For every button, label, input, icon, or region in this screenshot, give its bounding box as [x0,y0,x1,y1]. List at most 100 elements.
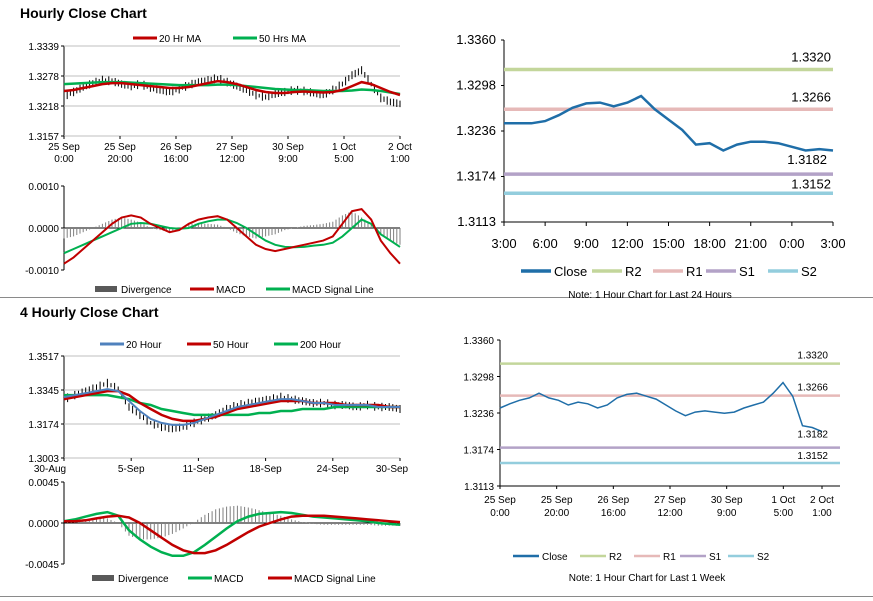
hourly-price-x-tick-label: 1 Oct [332,142,356,153]
hourly-price-x-tick-label: 25 Sep [104,142,136,153]
weekly-levels-y-tick: 1.3298 [463,373,494,384]
four-hourly-price-y-tick: 1.3517 [28,352,59,363]
hourly-levels-x-tick-label: 15:00 [652,236,685,251]
hourly-price-x-tick-label: 12:00 [219,154,244,165]
four-hourly-macd-y-tick: -0.0045 [25,560,59,571]
hourly-levels-x-tick-label: 21:00 [734,236,767,251]
hourly-macd-signal-line [63,218,401,255]
four-hourly-x-tick-label: 18-Sep [249,464,282,475]
hourly-price-x-tick-label: 30 Sep [272,142,304,153]
weekly-levels-note: Note: 1 Hour Chart for Last 1 Week [569,573,727,584]
hourly-levels-x-tick-label: 12:00 [611,236,644,251]
hourly-levels-legend-label: S2 [801,264,817,279]
hourly-20hr-ma-legend-label: 20 Hr MA [159,34,202,45]
four-hourly-macd-y-tick: 0.0045 [28,478,59,489]
weekly-levels-x-tick-label: 0:00 [490,508,510,519]
hourly-levels-x-tick-label: 9:00 [574,236,599,251]
hourly-price-x-tick-label: 20:00 [107,154,132,165]
hourly-levels-y-tick: 1.3360 [456,32,496,47]
weekly-levels-legend-label: R2 [609,552,622,563]
four-hourly-x-tick-label: 24-Sep [317,464,350,475]
hourly-50hrs-ma-legend-label: 50 Hrs MA [259,34,307,45]
weekly-levels-y-tick: 1.3236 [463,409,494,420]
hourly-levels-x-tick-label: 3:00 [491,236,516,251]
four-hourly-x-tick-label: 5-Sep [118,464,145,475]
hourly-levels-y-tick: 1.3113 [457,214,496,229]
hourly-levels-y-tick: 1.3236 [456,123,496,138]
weekly-levels-x-tick-label: 26 Sep [597,495,629,506]
four-hourly-macd-divergence-legend-label: Divergence [118,574,169,585]
hourly-levels-y-tick: 1.3174 [456,169,496,184]
four-hourly-50h-legend-label: 50 Hour [213,340,249,351]
weekly-levels-x-tick-label: 1 Oct [771,495,795,506]
four-hourly-20h-line [63,388,400,426]
hourly-price-x-tick-label: 9:00 [278,154,298,165]
hourly-price-x-tick-label: 16:00 [163,154,188,165]
weekly-level-r1-label: 1.3266 [797,383,828,394]
hourly-levels-x-tick-label: 3:00 [820,236,845,251]
hourly-levels-close-line [504,94,834,152]
four-hourly-macd-line [63,510,401,558]
four-hourly-macd-signal-legend-label: MACD Signal Line [294,574,376,585]
hourly-macd-y-tick: 0.0000 [28,224,59,235]
weekly-levels-y-tick: 1.3113 [464,482,494,493]
hourly-levels-legend-label: R2 [625,264,642,279]
hourly-price-x-tick-label: 25 Sep [48,142,80,153]
weekly-levels-x-tick-label: 16:00 [601,508,626,519]
weekly-levels-x-tick-label: 5:00 [774,508,794,519]
four-hourly-macd-signal-line [64,514,401,555]
section-divider [0,297,873,298]
four-hourly-price-y-tick: 1.3003 [28,454,59,465]
weekly-levels-x-tick-label: 25 Sep [484,495,516,506]
hourly-price-y-tick: 1.3157 [28,132,59,143]
hourly-levels-note: Note: 1 Hour Chart for Last 24 Hours [568,290,731,301]
weekly-levels-y-tick: 1.3360 [463,336,494,347]
weekly-levels-x-tick-label: 20:00 [544,508,569,519]
weekly-levels-legend-label: Close [542,552,568,563]
weekly-levels-y-tick: 1.3174 [463,446,494,457]
hourly-price-y-tick: 1.3339 [28,42,59,53]
weekly-levels-x-tick-label: 2 Oct [810,495,834,506]
four-hourly-x-tick-label: 30-Aug [34,464,66,475]
hourly-level-r2-label: 1.3320 [791,49,831,64]
hourly-levels-legend-label: S1 [739,264,755,279]
weekly-levels-x-tick-label: 30 Sep [711,495,743,506]
four-hourly-section-title: 4 Hourly Close Chart [20,304,159,320]
hourly-section-title: Hourly Close Chart [20,5,147,21]
hourly-level-s1-label: 1.3182 [787,152,827,167]
hourly-macd-divergence-legend-label: Divergence [121,285,172,296]
four-hourly-20h-legend-label: 20 Hour [126,340,162,351]
hourly-price-x-tick-label: 27 Sep [216,142,248,153]
hourly-levels-legend-label: Close [554,264,587,279]
weekly-level-r2-label: 1.3320 [797,351,828,362]
four-hourly-x-tick-label: 11-Sep [183,464,215,475]
hourly-levels-x-tick-label: 0:00 [779,236,804,251]
hourly-price-x-tick-label: 5:00 [334,154,354,165]
weekly-levels-legend-label: S2 [757,552,770,563]
four-hourly-200h-line [64,393,400,417]
hourly-price-x-tick-label: 2 Oct [388,142,412,153]
hourly-macd-y-tick: 0.0010 [28,182,59,193]
hourly-macd-y-tick: -0.0010 [25,266,59,277]
weekly-level-s2-label: 1.3152 [797,451,828,462]
hourly-price-x-tick-label: 0:00 [54,154,74,165]
weekly-levels-x-tick-label: 9:00 [717,508,737,519]
hourly-price-y-tick: 1.3278 [28,72,59,83]
weekly-levels-legend-label: S1 [709,552,722,563]
hourly-levels-x-tick-label: 6:00 [532,236,557,251]
weekly-levels-x-tick-label: 12:00 [657,508,682,519]
weekly-levels-close-line [499,381,823,433]
bottom-divider [0,596,873,597]
weekly-levels-legend-label: R1 [663,552,676,563]
four-hourly-macd-macd-legend-label: MACD [214,574,243,585]
hourly-levels-legend-label: R1 [686,264,703,279]
four-hourly-200h-legend-label: 200 Hour [300,340,342,351]
four-hourly-macd-y-tick: 0.0000 [28,519,59,530]
weekly-levels-x-tick-label: 1:00 [812,508,832,519]
hourly-price-x-tick-label: 1:00 [390,154,410,165]
weekly-levels-x-tick-label: 25 Sep [541,495,573,506]
four-hourly-price-y-tick: 1.3345 [28,386,59,397]
hourly-price-x-tick-label: 26 Sep [160,142,192,153]
hourly-level-r1-label: 1.3266 [791,89,831,104]
